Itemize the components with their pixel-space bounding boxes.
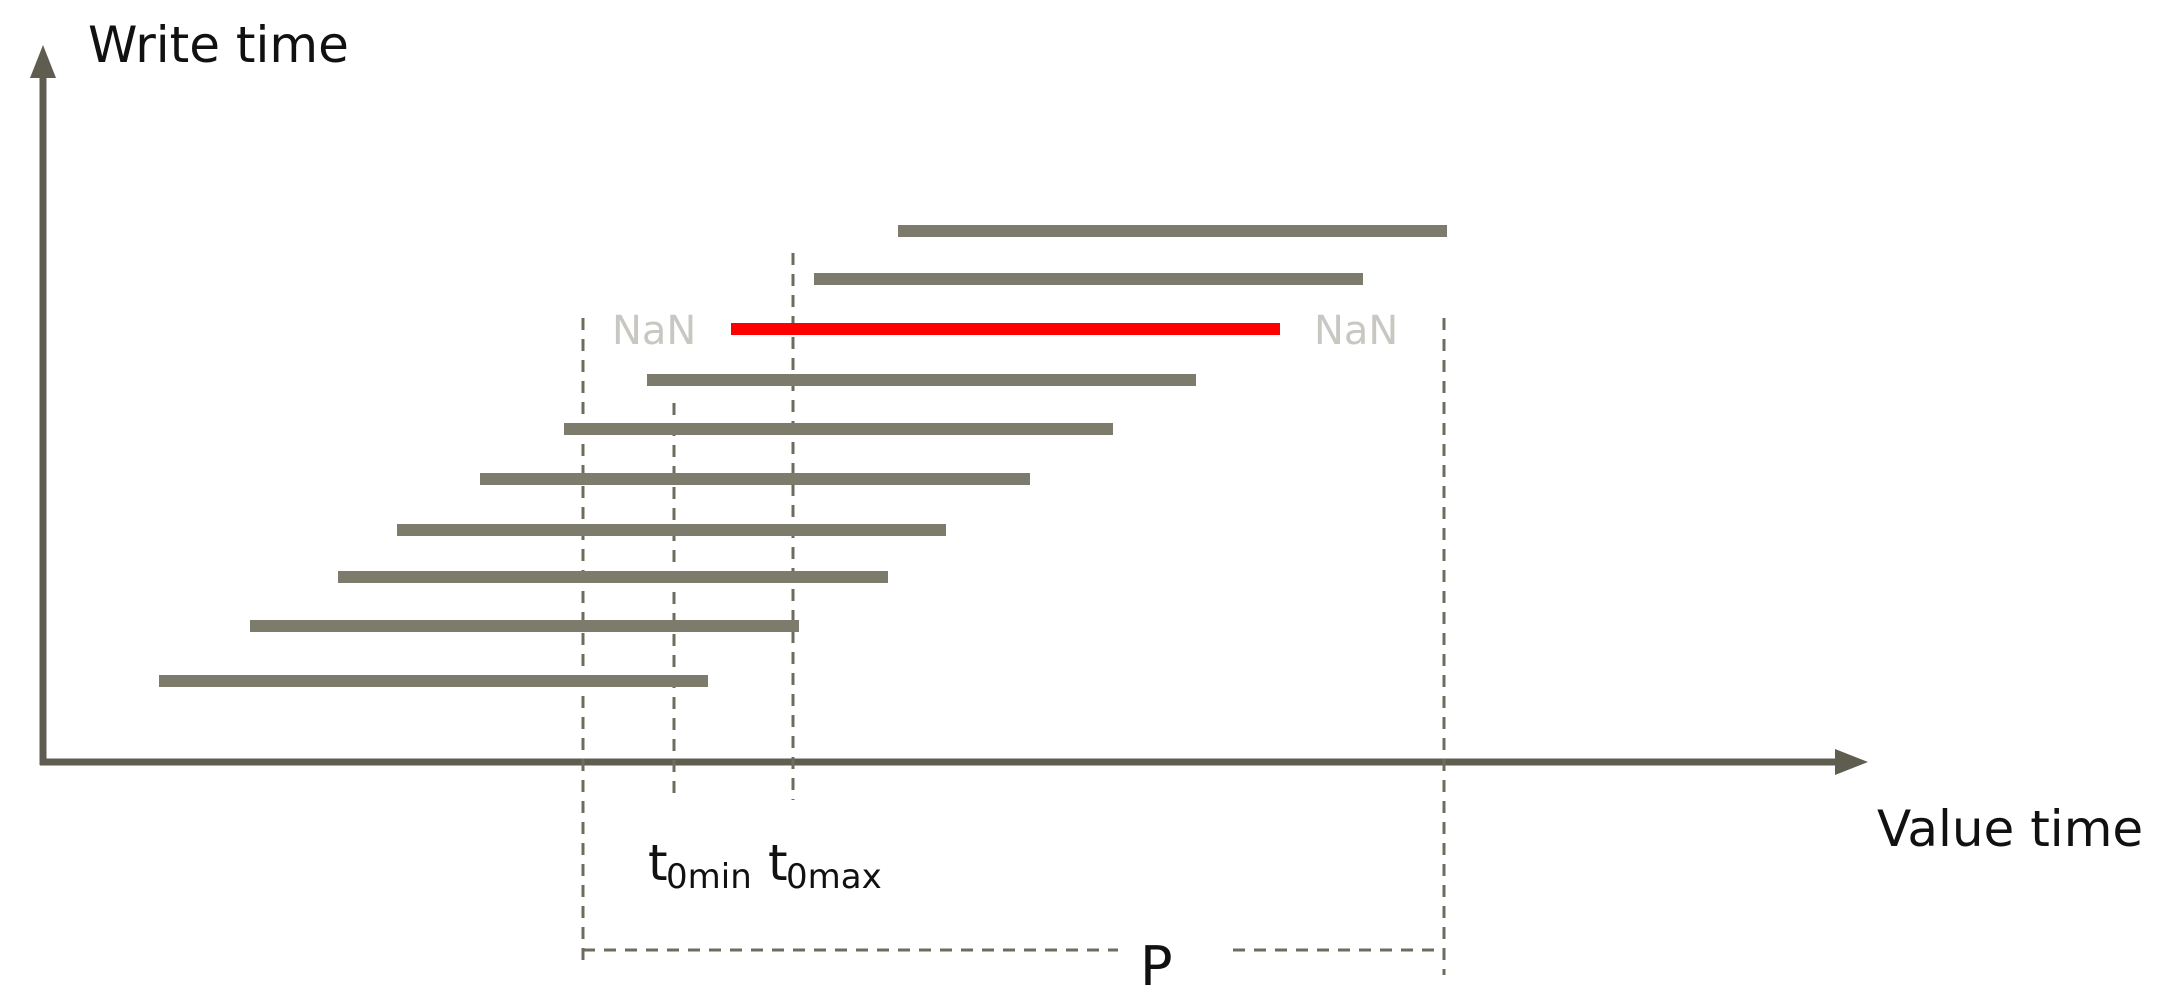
t0min-label-subscript: 0min: [666, 857, 752, 897]
y-axis-label: Write time: [88, 16, 349, 74]
nan-label-right: NaN: [1314, 308, 1398, 354]
y-axis-arrowhead: [30, 45, 56, 78]
t0min-label: t 0min: [648, 834, 752, 897]
t0max-label-base: t: [768, 834, 788, 892]
t0max-label-subscript: 0max: [786, 857, 882, 897]
period-label: P: [1140, 935, 1173, 998]
t0max-label: t 0max: [768, 834, 882, 897]
x-axis-arrowhead: [1835, 749, 1868, 775]
nan-label-left: NaN: [612, 308, 696, 354]
x-axis-label: Value time: [1877, 800, 2143, 858]
t0min-label-base: t: [648, 834, 668, 892]
